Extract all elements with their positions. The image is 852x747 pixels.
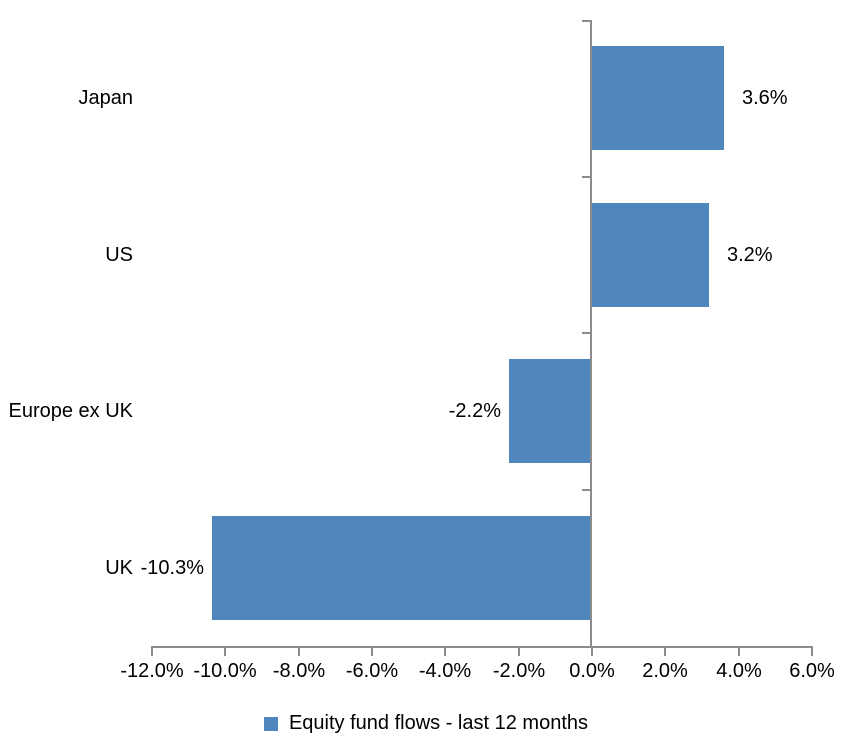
value-label: 3.6% [742,87,788,109]
category-label: Japan [78,87,134,109]
category-axis-line [152,646,813,648]
value-label: -10.3% [140,557,204,579]
x-axis-tick-label: -12.0% [120,660,184,682]
x-axis-tick-label: -6.0% [345,660,399,682]
legend-color-swatch [263,716,278,731]
x-axis-tick-label: -8.0% [272,660,326,682]
x-axis-tick [371,646,373,656]
x-axis-tick [298,646,300,656]
y-axis-tick [582,20,592,22]
value-label: -2.2% [448,400,501,422]
x-axis-tick-label: -2.0% [492,660,546,682]
x-axis-tick [738,646,740,656]
value-axis-line [590,20,592,648]
value-label: 3.2% [727,244,773,266]
x-axis-tick [224,646,226,656]
x-axis-tick [518,646,520,656]
category-label: Europe ex UK [8,400,133,422]
category-label: US [105,244,133,266]
x-axis-tick [151,646,153,656]
x-axis-tick [811,646,813,656]
y-axis-tick [582,332,592,334]
bar [592,46,724,150]
x-axis-tick-label: -10.0% [193,660,257,682]
legend-label: Equity fund flows - last 12 months [288,712,589,734]
category-label: UK [105,557,133,579]
y-axis-tick [582,489,592,491]
x-axis-tick-label: 0.0% [569,660,615,682]
x-axis-tick-label: 6.0% [789,660,835,682]
y-axis-tick [582,176,592,178]
x-axis-tick-label: 4.0% [716,660,762,682]
x-axis-tick-label: -4.0% [418,660,472,682]
bar [212,516,590,620]
x-axis-tick [664,646,666,656]
x-axis-tick-label: 2.0% [642,660,688,682]
legend: Equity fund flows - last 12 months [0,712,852,735]
bar [509,359,590,463]
x-axis-tick [591,646,593,656]
x-axis-tick [444,646,446,656]
bar [592,203,709,307]
